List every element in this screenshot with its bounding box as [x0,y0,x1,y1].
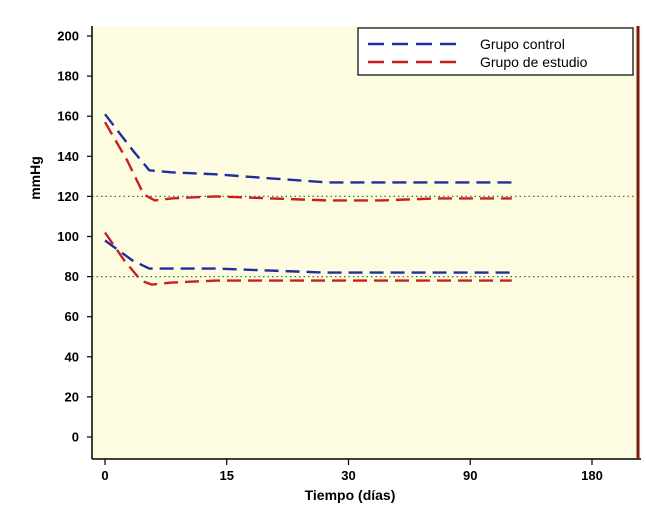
plot-area [92,26,641,459]
y-tick-label: 20 [65,389,79,404]
y-tick-label: 160 [57,109,79,124]
legend-label-grupo-control: Grupo control [480,36,565,52]
x-tick-label: 180 [581,468,603,483]
x-tick-label: 90 [463,468,477,483]
legend-box [357,27,634,76]
y-tick-label: 100 [57,229,79,244]
series-line-grupo-de-estudio-1 [103,121,512,202]
x-tick-label: 30 [341,468,355,483]
reference-lines [92,195,638,278]
y-axis-title: mmHg [27,156,43,200]
y-tick-label: 40 [65,349,79,364]
y-tick-label: 0 [72,430,79,445]
y-tick-label: 180 [57,69,79,84]
series-lines [103,113,512,286]
legend: Grupo control Grupo de estudio [357,27,634,76]
x-tick-label: 15 [220,468,234,483]
x-axis-ticks: 0 15 30 90 180 [101,459,603,483]
legend-label-grupo-de-estudio: Grupo de estudio [480,54,588,70]
x-tick-label: 0 [101,468,108,483]
y-tick-label: 120 [57,189,79,204]
series-line-grupo-control-2 [104,239,512,274]
y-axis-ticks: 0 20 40 60 80 100 120 140 160 180 200 [57,29,92,445]
y-tick-label: 60 [65,309,79,324]
series-line-grupo-de-estudio-2 [104,231,512,286]
y-tick-label: 80 [65,269,79,284]
y-tick-label: 200 [57,29,79,44]
x-axis-title: Tiempo (días) [305,487,396,503]
y-tick-label: 140 [57,149,79,164]
series-line-grupo-control-1 [104,113,512,184]
